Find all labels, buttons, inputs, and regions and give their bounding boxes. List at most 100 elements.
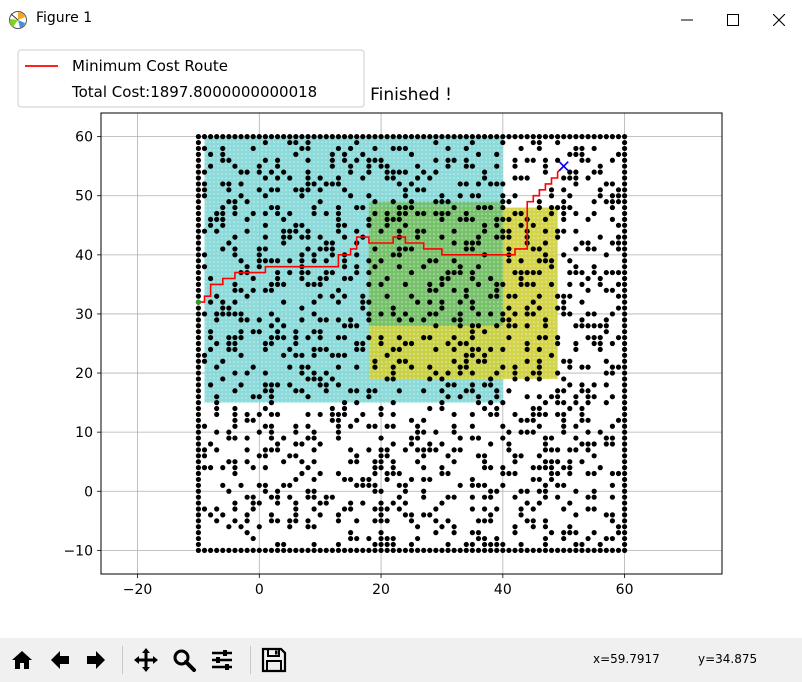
close-button[interactable] [756,0,802,40]
obstacle-point [573,512,579,518]
obstacle-point [512,175,518,181]
obstacle-point [274,494,281,500]
obstacle-point [524,157,530,163]
obstacle-point [500,400,506,406]
obstacle-point [609,435,616,441]
obstacle-point [195,364,202,370]
obstacle-point [262,287,268,293]
obstacle-point [621,411,628,418]
x-tick-label: 20 [372,582,390,598]
save-button[interactable] [258,644,290,676]
obstacle-point [195,252,202,258]
obstacle-point [518,541,524,548]
obstacle-point [500,311,506,317]
minimize-button[interactable] [664,0,710,40]
obstacle-point [378,488,384,494]
obstacle-point [195,382,202,388]
home-button[interactable] [6,644,38,676]
obstacle-point [299,134,305,140]
obstacle-point [433,169,439,175]
obstacle-point [317,382,323,388]
obstacle-point [207,346,214,353]
obstacle-point [317,376,323,382]
obstacle-point [250,329,256,335]
obstacle-point [585,157,591,163]
window-titlebar: Figure 1 [0,0,802,41]
obstacle-point [579,157,585,163]
obstacle-point [366,535,372,542]
obstacle-point [524,281,530,287]
obstacle-point [488,346,494,353]
obstacle-point [536,145,542,152]
obstacle-point [311,524,317,530]
window-title: Figure 1 [36,10,93,26]
obstacle-point [433,157,439,163]
obstacle-point [512,364,518,370]
obstacle-point [372,358,378,364]
obstacle-point [268,187,275,193]
obstacle-point [481,459,488,465]
obstacle-point [335,216,342,222]
obstacle-point [500,281,506,287]
obstacle-point [201,181,208,187]
obstacle-point [195,400,202,406]
obstacle-point [250,364,256,370]
obstacle-point [402,169,409,175]
obstacle-point [585,506,591,512]
obstacle-point [542,518,549,524]
obstacle-point [494,281,500,287]
obstacle-point [293,222,299,228]
obstacle-point [494,163,500,169]
zoom-button[interactable] [168,644,200,676]
pan-button[interactable] [130,644,162,676]
obstacle-point [445,269,451,276]
obstacle-point [621,417,628,423]
obstacle-point [542,535,549,542]
obstacle-point [579,317,585,323]
forward-button[interactable] [80,644,112,676]
obstacle-point [311,346,317,353]
obstacle-point [256,429,262,435]
obstacle-point [536,358,542,364]
obstacle-point [469,494,475,500]
obstacle-point [481,506,488,512]
obstacle-point [226,157,232,163]
obstacle-point [561,535,567,542]
obstacle-point [378,228,384,234]
obstacle-point [451,269,457,276]
obstacle-point [621,234,628,240]
configure-subplots-button[interactable] [206,644,238,676]
figure-canvas[interactable]: −20 0 20 40 60 −10 0 10 20 30 40 50 60 Finished ! M… [0,40,802,638]
obstacle-point [555,157,561,163]
toolbar-separator [122,646,123,674]
obstacle-point [226,134,232,140]
obstacle-point [348,134,354,140]
maximize-button[interactable] [710,0,756,40]
obstacle-point [384,547,390,553]
obstacle-point [299,547,305,553]
back-button[interactable] [44,644,76,676]
obstacle-point [445,163,451,169]
obstacle-point [463,145,469,152]
obstacle-point [597,346,603,353]
obstacle-point [603,435,609,441]
obstacle-point [621,222,628,228]
legend-box [17,49,365,108]
obstacle-point [262,258,268,264]
obstacle-point [250,394,256,400]
maximize-icon [727,14,739,26]
obstacle-point [293,187,299,193]
obstacle-point [402,340,409,347]
obstacle-point [195,535,202,542]
obstacle-point [214,340,220,347]
obstacle-point [615,470,622,477]
obstacle-point [268,311,275,317]
obstacle-point [311,281,317,287]
y-tick-label: 50 [75,189,93,205]
obstacle-point [585,470,591,477]
obstacle-point [427,441,433,447]
obstacle-point [548,281,555,287]
obstacle-point [384,275,390,282]
obstacle-point [609,311,616,317]
